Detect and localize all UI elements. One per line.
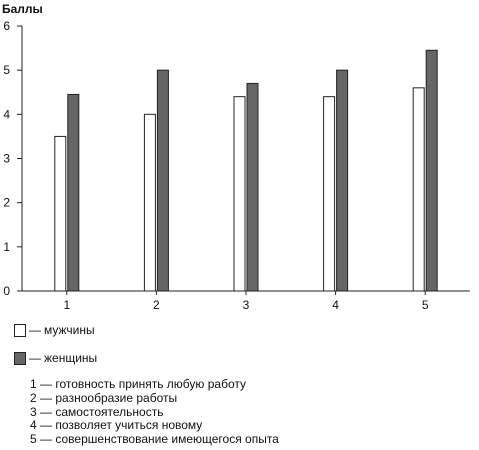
women-legend-label: женщины xyxy=(44,351,98,365)
men-legend-label: мужчины xyxy=(44,323,95,337)
legend-dash: — xyxy=(29,351,41,365)
y-tick-label: 0 xyxy=(3,284,10,298)
women-bar xyxy=(246,82,259,292)
bar-chart: Баллы 0 1 2 3 4 5 6 1 2 3 4 5 xyxy=(2,2,470,310)
x-tick-label: 3 xyxy=(243,298,250,310)
y-axis: 0 1 2 3 4 5 6 xyxy=(3,19,23,298)
bars xyxy=(54,49,438,292)
women-bar xyxy=(336,69,349,292)
y-tick-label: 5 xyxy=(3,63,10,77)
men-bar xyxy=(54,135,67,292)
men-bar xyxy=(143,113,156,292)
men-bar xyxy=(412,87,425,292)
x-tick-label: 2 xyxy=(153,298,160,310)
note-5: 5 — совершенствование имеющегося опыта xyxy=(30,432,279,447)
note-2: 2 — разнообразие работы xyxy=(30,390,178,405)
x-tick-label: 5 xyxy=(422,298,429,310)
x-axis: 1 2 3 4 5 xyxy=(22,290,470,310)
y-tick-label: 4 xyxy=(3,107,10,121)
legend-item-men: — мужчины xyxy=(14,323,95,337)
women-bar xyxy=(67,93,80,292)
y-tick-label: 2 xyxy=(3,196,10,210)
men-bar xyxy=(323,96,336,292)
men-bar xyxy=(233,96,246,292)
y-axis-title: Баллы xyxy=(2,2,43,16)
legend-dash: — xyxy=(29,323,41,337)
x-tick-label: 4 xyxy=(332,298,339,310)
women-bar xyxy=(425,49,438,292)
y-tick-label: 3 xyxy=(3,152,10,166)
y-tick-label: 6 xyxy=(3,19,10,33)
category-notes: 1 — готовность принять любую работу 2 — … xyxy=(30,377,279,447)
women-bar xyxy=(156,69,169,292)
note-3: 3 — самостоятельность xyxy=(30,404,164,419)
legend-item-women: — женщины xyxy=(14,351,97,365)
note-4: 4 — позволяет учиться новому xyxy=(30,418,203,433)
y-tick-label: 1 xyxy=(3,240,10,254)
men-legend-swatch xyxy=(14,323,26,337)
x-tick-label: 1 xyxy=(63,298,70,310)
note-1: 1 — готовность принять любую работу xyxy=(30,377,246,391)
women-legend-swatch xyxy=(14,351,26,365)
